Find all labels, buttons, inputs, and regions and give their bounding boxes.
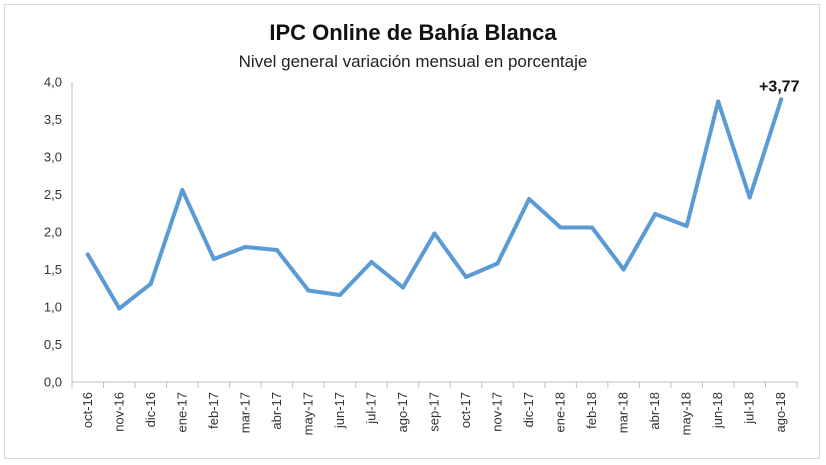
data-point [306,288,311,293]
x-tick-label: ago-17 [395,392,410,432]
x-tick-label: jun-17 [332,392,347,429]
y-tick-label: 2,5 [44,187,62,202]
y-tick-label: 2,0 [44,225,62,240]
data-point [747,195,752,200]
data-point [590,225,595,230]
data-point [180,188,185,192]
data-point [400,285,405,290]
data-label: +3,77 [759,78,800,95]
x-tick-label: sep-17 [427,392,442,432]
x-tick-label: mar-18 [616,392,631,433]
x-tick-label: ene-17 [174,392,189,432]
series-line [85,97,784,311]
x-tick-label: feb-18 [584,392,599,429]
x-tick-label: oct-16 [80,392,95,428]
data-point [148,281,153,286]
data-point [527,197,532,201]
x-tick-label: abr-17 [269,392,284,430]
data-point [85,252,90,257]
data-point [243,245,248,249]
data-point [211,257,216,261]
x-tick-label: feb-17 [206,392,221,429]
y-tick-label: 0,5 [44,337,62,352]
x-tick-label: jul-17 [363,392,378,425]
data-point [684,224,689,228]
x-tick-label: abr-18 [647,392,662,430]
y-tick-label: 4,0 [44,75,62,90]
x-tick-label: nov-16 [111,392,126,432]
x-tick-label: ago-18 [773,392,788,432]
x-tick-label: dic-16 [143,392,158,427]
y-tick-label: 3,5 [44,112,62,127]
x-tick-label: jul-18 [742,392,757,425]
x-tick-label: ene-18 [553,392,568,432]
data-point [432,231,437,236]
chart-title: IPC Online de Bahía Blanca [269,20,557,45]
x-tick-label: jun-18 [710,392,725,429]
data-point [464,275,469,279]
data-point [117,306,122,311]
x-tick-label: dic-17 [521,392,536,427]
data-point [495,261,500,266]
chart-subtitle: Nivel general variación mensual en porce… [238,52,588,71]
data-point [779,97,784,102]
data-point [716,99,721,104]
data-point [274,248,279,252]
x-tick-label: may-17 [300,392,315,435]
data-point [337,293,342,297]
chart-frame [4,4,820,459]
x-tick-label: oct-17 [458,392,473,428]
y-tick-label: 1,0 [44,300,62,315]
y-tick-label: 1,5 [44,262,62,277]
data-point [558,225,563,230]
y-tick-label: 0,0 [44,375,62,390]
data-point [369,260,374,264]
x-tick-label: nov-17 [490,392,505,432]
y-tick-label: 3,0 [44,150,62,165]
data-point [621,267,626,272]
x-tick-label: mar-17 [237,392,252,433]
data-point [653,212,658,216]
x-tick-label: may-18 [679,392,694,435]
